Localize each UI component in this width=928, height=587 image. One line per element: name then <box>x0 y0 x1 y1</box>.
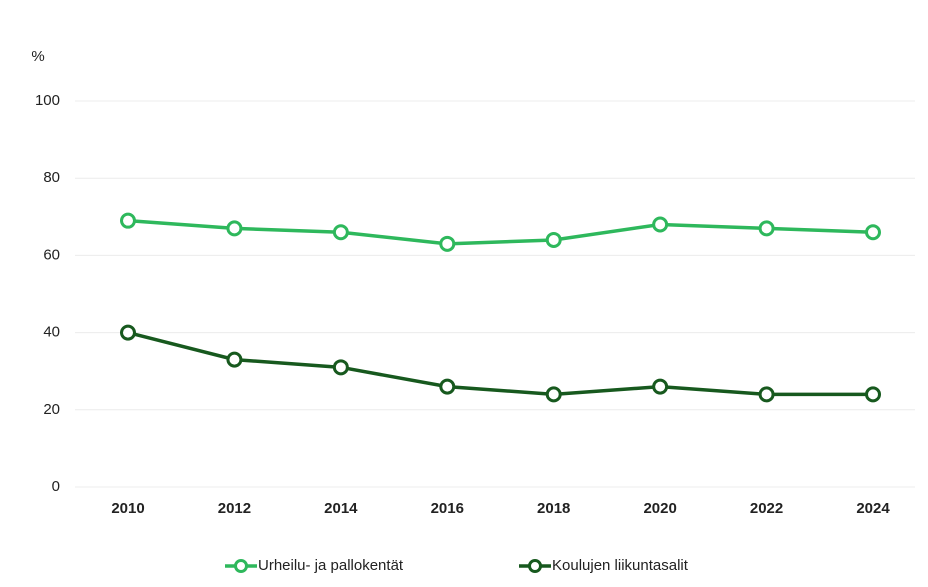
y-tick-label: 0 <box>52 478 60 495</box>
y-tick-label: 100 <box>35 92 60 109</box>
series-point <box>758 386 775 403</box>
legend-label: Urheilu- ja pallokentät <box>258 557 404 574</box>
series-point <box>120 324 136 341</box>
series-point <box>545 386 562 403</box>
series-point <box>226 220 243 237</box>
series-point <box>865 386 881 403</box>
series-point <box>120 212 136 229</box>
legend-marker <box>528 559 542 573</box>
series-line <box>127 330 873 397</box>
x-tick-label: 2022 <box>750 500 783 517</box>
x-tick-label: 2024 <box>856 500 890 517</box>
y-tick-label: 20 <box>43 401 60 418</box>
x-tick-label: 2018 <box>537 500 570 517</box>
y-tick-label: 60 <box>43 246 60 263</box>
x-tick-label: 2020 <box>643 500 676 517</box>
series-point <box>226 351 243 368</box>
y-tick-label: 40 <box>43 324 60 341</box>
series-point <box>652 378 669 395</box>
series-line <box>127 218 874 246</box>
x-tick-label: 2014 <box>324 500 358 517</box>
x-tick-label: 2012 <box>218 500 251 517</box>
y-axis-label: % <box>31 48 44 65</box>
legend-marker <box>234 559 248 573</box>
series-point <box>332 224 349 241</box>
series-point <box>865 224 881 241</box>
y-tick-label: 80 <box>43 169 60 186</box>
legend-label: Koulujen liikuntasalit <box>552 557 689 574</box>
series-point <box>545 231 562 248</box>
series-point <box>439 378 456 395</box>
series-point <box>758 220 775 237</box>
series-point <box>439 235 456 252</box>
series-point <box>652 216 669 233</box>
x-tick-label: 2010 <box>111 500 144 517</box>
x-tick-label: 2016 <box>431 500 464 517</box>
series-point <box>332 359 349 376</box>
